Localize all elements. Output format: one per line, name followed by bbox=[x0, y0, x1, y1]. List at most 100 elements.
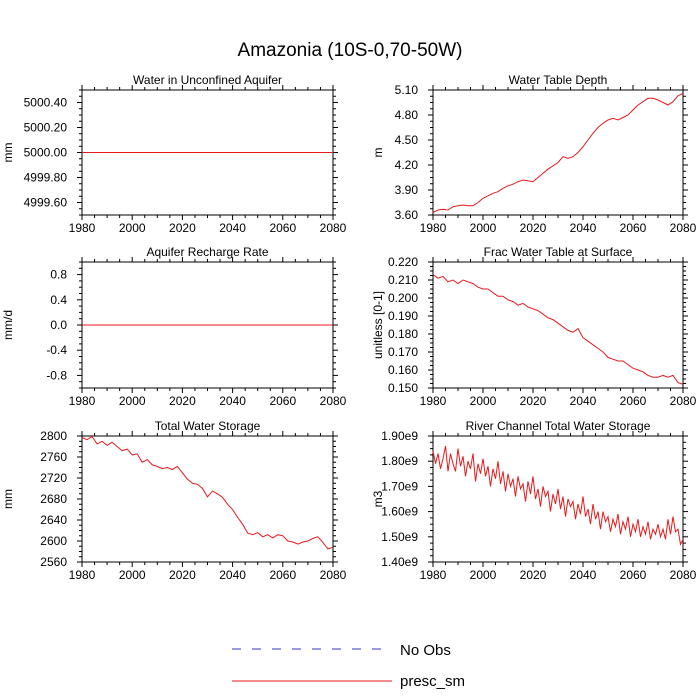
y-tick-label: 0.4 bbox=[50, 293, 67, 307]
legend-label-presc-sm: presc_sm bbox=[400, 673, 465, 690]
y-tick-label: 1.70e9 bbox=[381, 479, 418, 493]
y-tick-label: 3.60 bbox=[395, 208, 419, 222]
y-axis-label: unitless [0-1] bbox=[371, 291, 385, 359]
panel-title: River Channel Total Water Storage bbox=[466, 419, 651, 433]
x-tick-label: 2080 bbox=[320, 568, 347, 582]
series-line-presc-sm bbox=[432, 92, 684, 213]
y-tick-label: 0.150 bbox=[388, 381, 418, 395]
y-axis-label: mm bbox=[1, 489, 15, 509]
panel-title: Aquifer Recharge Rate bbox=[146, 245, 268, 259]
series-line-presc-sm bbox=[81, 435, 334, 550]
x-tick-label: 1980 bbox=[420, 394, 447, 408]
y-tick-label: 0.160 bbox=[388, 363, 418, 377]
x-tick-label: 1980 bbox=[420, 568, 447, 582]
x-tick-label: 1980 bbox=[69, 221, 96, 235]
y-tick-label: 5000.00 bbox=[24, 146, 68, 160]
x-tick-label: 2020 bbox=[169, 568, 196, 582]
y-tick-label: 0.8 bbox=[50, 268, 67, 282]
x-tick-label: 2040 bbox=[570, 221, 597, 235]
y-tick-label: 0.200 bbox=[388, 291, 418, 305]
x-tick-label: 2060 bbox=[620, 394, 647, 408]
legend: No Obs presc_sm bbox=[232, 642, 465, 690]
x-tick-label: 2000 bbox=[470, 568, 497, 582]
y-tick-label: 2560 bbox=[40, 555, 67, 569]
x-tick-label: 2060 bbox=[620, 221, 647, 235]
x-tick-label: 2060 bbox=[269, 568, 296, 582]
x-tick-label: 2000 bbox=[119, 394, 146, 408]
x-tick-label: 2020 bbox=[520, 394, 547, 408]
x-tick-label: 2020 bbox=[520, 221, 547, 235]
y-tick-label: 4.50 bbox=[395, 133, 419, 147]
y-tick-label: 0.210 bbox=[388, 273, 418, 287]
panel-water-in-unconfined-aquifer: Water in Unconfined Aquifer 1980 2000 2020 2… bbox=[1, 73, 347, 235]
y-tick-label: 5.10 bbox=[395, 83, 419, 97]
x-tick-label: 2080 bbox=[320, 394, 347, 408]
x-tick-label: 2020 bbox=[520, 568, 547, 582]
y-tick-label: 1.60e9 bbox=[381, 505, 418, 519]
panel-title: Total Water Storage bbox=[155, 419, 261, 433]
series-line-presc-sm bbox=[432, 446, 684, 547]
panel-title: Frac Water Table at Surface bbox=[484, 245, 633, 259]
y-tick-label: 1.50e9 bbox=[381, 530, 418, 544]
y-tick-label: 4999.60 bbox=[24, 196, 68, 210]
x-tick-label: 2020 bbox=[169, 221, 196, 235]
y-tick-label: 2760 bbox=[40, 450, 67, 464]
y-tick-label: 2800 bbox=[40, 429, 67, 443]
y-axis-label: m bbox=[371, 148, 385, 158]
x-tick-label: 2060 bbox=[269, 221, 296, 235]
x-tick-label: 2040 bbox=[219, 568, 246, 582]
x-tick-label: 2080 bbox=[670, 568, 697, 582]
y-tick-label: 4999.80 bbox=[24, 171, 68, 185]
x-tick-label: 2060 bbox=[269, 394, 296, 408]
panel-title: Water in Unconfined Aquifer bbox=[133, 73, 282, 87]
x-tick-label: 1980 bbox=[69, 394, 96, 408]
x-tick-label: 1980 bbox=[420, 221, 447, 235]
y-axis-label: mm bbox=[1, 143, 15, 163]
y-tick-label: 0.0 bbox=[50, 318, 67, 332]
y-tick-label: 2640 bbox=[40, 513, 67, 527]
y-tick-label: 0.170 bbox=[388, 345, 418, 359]
x-tick-label: 2040 bbox=[570, 394, 597, 408]
x-tick-label: 2020 bbox=[169, 394, 196, 408]
x-tick-label: 2000 bbox=[119, 221, 146, 235]
x-tick-label: 2040 bbox=[570, 568, 597, 582]
y-tick-label: 5000.20 bbox=[24, 121, 68, 135]
y-tick-label: 2600 bbox=[40, 534, 67, 548]
y-tick-label: 0.190 bbox=[388, 309, 418, 323]
y-tick-label: -0.8 bbox=[46, 368, 67, 382]
y-tick-label: -0.4 bbox=[46, 343, 67, 357]
x-tick-label: 2000 bbox=[470, 394, 497, 408]
x-tick-label: 2080 bbox=[670, 394, 697, 408]
panel-title: Water Table Depth bbox=[509, 73, 608, 87]
y-tick-label: 0.180 bbox=[388, 327, 418, 341]
y-tick-label: 1.80e9 bbox=[381, 454, 418, 468]
y-tick-label: 4.20 bbox=[395, 158, 419, 172]
x-tick-label: 2060 bbox=[620, 568, 647, 582]
y-tick-label: 2680 bbox=[40, 492, 67, 506]
figure-title: Amazonia (10S-0,70-50W) bbox=[238, 40, 463, 61]
y-tick-label: 5000.40 bbox=[24, 96, 68, 110]
y-axis-label: mm/d bbox=[1, 310, 15, 340]
panel-water-table-depth: Water Table Depth 1980 2000 2020 2040 2060 208… bbox=[371, 73, 697, 235]
panel-river-channel-total-water-storage: River Channel Total Water Storage 1980 200… bbox=[371, 419, 697, 582]
x-tick-label: 2040 bbox=[219, 221, 246, 235]
panels: Water in Unconfined Aquifer 1980 2000 2020 2… bbox=[1, 73, 697, 582]
x-tick-label: 2040 bbox=[219, 394, 246, 408]
panel-aquifer-recharge-rate: Aquifer Recharge Rate 1980 2000 2020 2040 206… bbox=[1, 245, 347, 408]
y-tick-label: 1.90e9 bbox=[381, 429, 418, 443]
x-tick-label: 2080 bbox=[670, 221, 697, 235]
panel-frac-water-table-at-surface: Frac Water Table at Surface 1980 2000 2020 2… bbox=[371, 245, 697, 408]
x-tick-label: 2000 bbox=[470, 221, 497, 235]
panel-total-water-storage: Total Water Storage 1980 2000 2020 2040 2060 2… bbox=[1, 419, 347, 582]
y-tick-label: 0.220 bbox=[388, 255, 418, 269]
y-tick-label: 2720 bbox=[40, 471, 67, 485]
y-tick-label: 3.90 bbox=[395, 183, 419, 197]
series-line-presc-sm bbox=[432, 274, 684, 385]
x-tick-label: 2080 bbox=[320, 221, 347, 235]
x-tick-label: 2000 bbox=[119, 568, 146, 582]
y-axis-label: m3 bbox=[371, 490, 385, 507]
y-tick-label: 4.80 bbox=[395, 108, 419, 122]
legend-label-no-obs: No Obs bbox=[400, 642, 451, 659]
y-tick-label: 1.40e9 bbox=[381, 555, 418, 569]
